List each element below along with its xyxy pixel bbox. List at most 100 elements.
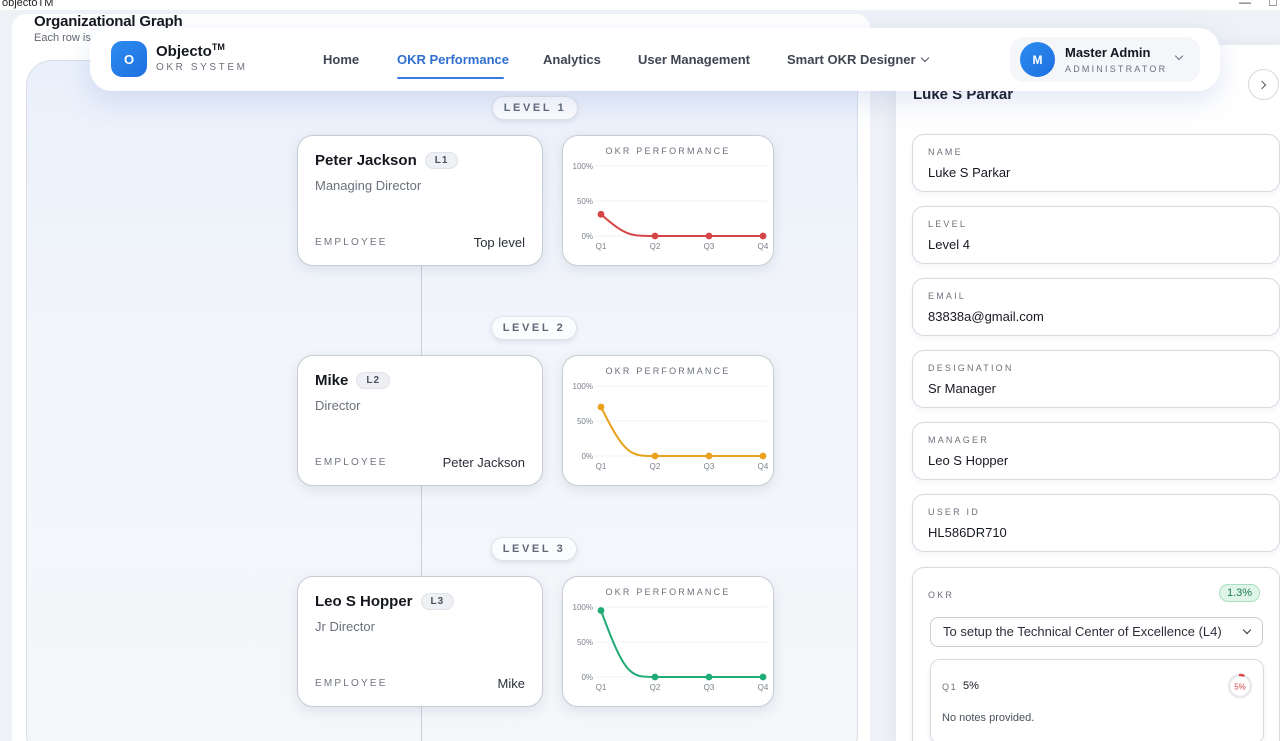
- employee-card-leo-s-hopper[interactable]: Leo S Hopper L3 Jr Director EMPLOYEE Mike: [297, 576, 543, 707]
- series-line: [600, 213, 763, 237]
- level-badge: L1: [424, 152, 459, 169]
- employee-name: Peter Jackson: [315, 152, 417, 169]
- trademark: TM: [211, 42, 225, 52]
- level-pill-3: LEVEL 3: [491, 537, 577, 561]
- level-pill-1: LEVEL 1: [492, 96, 578, 120]
- collapse-panel-button[interactable]: [1248, 69, 1279, 100]
- y-tick-label: 50%: [577, 417, 593, 426]
- data-point: [651, 452, 659, 460]
- data-point: [597, 210, 605, 218]
- chevron-down-icon: [1174, 51, 1184, 61]
- data-point: [705, 673, 713, 681]
- series-line: [600, 406, 763, 457]
- top-navbar: O ObjectoTM OKR SYSTEM Home OKR Performa…: [90, 28, 1220, 91]
- chevron-right-icon: [1257, 80, 1267, 89]
- quarter-notes: No notes provided.: [942, 712, 1035, 724]
- employee-name: Leo S Hopper: [315, 593, 413, 610]
- level-badge: L3: [420, 593, 455, 610]
- x-tick-label: Q4: [758, 242, 769, 251]
- employee-card-mike[interactable]: Mike L2 Director EMPLOYEE Peter Jackson: [297, 355, 543, 486]
- x-tick-label: Q1: [596, 242, 607, 251]
- okr-chart-card-2: OKR PERFORMANCE 100% 50% 0% Q1 Q2 Q3 Q4: [562, 355, 774, 486]
- data-point: [759, 232, 767, 240]
- user-name: Master Admin: [1065, 45, 1151, 60]
- employee-reports-to: Mike: [497, 676, 525, 691]
- y-tick-label: 100%: [573, 382, 593, 391]
- x-tick-label: Q2: [650, 462, 661, 471]
- level-badge: L2: [356, 372, 391, 389]
- y-tick-label: 0%: [581, 232, 593, 241]
- employee-label: EMPLOYEE: [315, 678, 388, 689]
- field-name: NAME Luke S Parkar: [912, 134, 1280, 192]
- nav-analytics[interactable]: Analytics: [543, 52, 601, 67]
- x-tick-label: Q2: [650, 683, 661, 692]
- nav-okr-performance[interactable]: OKR Performance: [397, 52, 509, 67]
- field-email: EMAIL 83838a@gmail.com: [912, 278, 1280, 336]
- y-tick-label: 50%: [577, 197, 593, 206]
- field-level: LEVEL Level 4: [912, 206, 1280, 264]
- brand-logo[interactable]: O: [111, 41, 147, 77]
- maximize-button[interactable]: □: [1269, 0, 1277, 9]
- employee-role: Managing Director: [315, 178, 422, 193]
- window-controls: — □: [1238, 0, 1280, 9]
- quarter-value: 5%: [963, 680, 979, 692]
- window-title: objectoTM: [2, 0, 54, 9]
- okr-chart-card-1: OKR PERFORMANCE 100% 50% 0% Q1 Q2 Q3 Q4: [562, 135, 774, 266]
- field-label: DESIGNATION: [928, 363, 1014, 373]
- field-designation: DESIGNATION Sr Manager: [912, 350, 1280, 408]
- chevron-down-icon: [1242, 625, 1252, 635]
- okr-select-value: To setup the Technical Center of Excelle…: [943, 624, 1222, 639]
- avatar: M: [1020, 42, 1055, 77]
- employee-name-row: Peter Jackson L1: [315, 152, 459, 169]
- x-tick-label: Q4: [758, 683, 769, 692]
- brand-subtitle: OKR SYSTEM: [156, 62, 248, 73]
- employee-detail-panel: Luke S Parkar NAME Luke S Parkar LEVEL L…: [896, 45, 1280, 741]
- data-point: [651, 673, 659, 681]
- employee-name: Mike: [315, 372, 349, 389]
- okr-section: OKR 1.3% To setup the Technical Center o…: [912, 567, 1280, 741]
- level-pill-2: LEVEL 2: [491, 316, 577, 340]
- employee-card-peter-jackson[interactable]: Peter Jackson L1 Managing Director EMPLOY…: [297, 135, 543, 266]
- field-value: Sr Manager: [928, 381, 996, 396]
- employee-reports-to: Top level: [473, 235, 525, 250]
- field-value: HL586DR710: [928, 525, 1007, 540]
- field-label: EMAIL: [928, 291, 967, 301]
- data-point: [597, 607, 605, 614]
- active-tab-indicator: [397, 77, 504, 79]
- data-point: [759, 673, 767, 681]
- okr-line-chart-1: 100% 50% 0%Q1 Q2 Q3 Q4: [573, 162, 769, 251]
- x-tick-label: Q2: [650, 242, 661, 251]
- field-value: Leo S Hopper: [928, 453, 1009, 468]
- progress-ring-text: 5%: [1234, 683, 1246, 692]
- user-menu[interactable]: M Master Admin ADMINISTRATOR: [1010, 37, 1200, 82]
- y-tick-label: 100%: [573, 603, 593, 612]
- progress-ring-icon: 5%: [1227, 673, 1253, 699]
- employee-name-row: Leo S Hopper L3: [315, 593, 455, 610]
- x-tick-label: Q1: [596, 462, 607, 471]
- okr-select[interactable]: To setup the Technical Center of Excelle…: [930, 617, 1263, 647]
- field-value: Luke S Parkar: [928, 165, 1011, 180]
- nav-home[interactable]: Home: [323, 52, 360, 67]
- x-tick-label: Q3: [704, 242, 715, 251]
- field-label: NAME: [928, 147, 963, 157]
- field-label: LEVEL: [928, 219, 968, 229]
- data-point: [597, 403, 605, 411]
- page-subtitle: Each row is: [34, 32, 91, 44]
- x-tick-label: Q3: [704, 462, 715, 471]
- data-point: [705, 232, 713, 240]
- field-label: USER ID: [928, 507, 980, 517]
- employee-role: Jr Director: [315, 619, 375, 634]
- okr-line-chart-2: 100% 50% 0%Q1 Q2 Q3 Q4: [573, 382, 769, 471]
- quarter-card-q1: Q1 5% 5% No notes provided.: [930, 659, 1264, 741]
- minimize-button[interactable]: —: [1239, 0, 1251, 9]
- chart-title: OKR PERFORMANCE: [605, 146, 731, 156]
- nav-smart-okr-designer[interactable]: Smart OKR Designer: [787, 52, 929, 67]
- field-value: 83838a@gmail.com: [928, 309, 1044, 324]
- data-point: [651, 232, 659, 240]
- data-point: [705, 452, 713, 460]
- field-manager: MANAGER Leo S Hopper: [912, 422, 1280, 480]
- y-tick-label: 0%: [581, 673, 593, 682]
- employee-role: Director: [315, 398, 361, 413]
- brand-name: Objecto: [156, 43, 212, 60]
- nav-user-management[interactable]: User Management: [638, 52, 750, 67]
